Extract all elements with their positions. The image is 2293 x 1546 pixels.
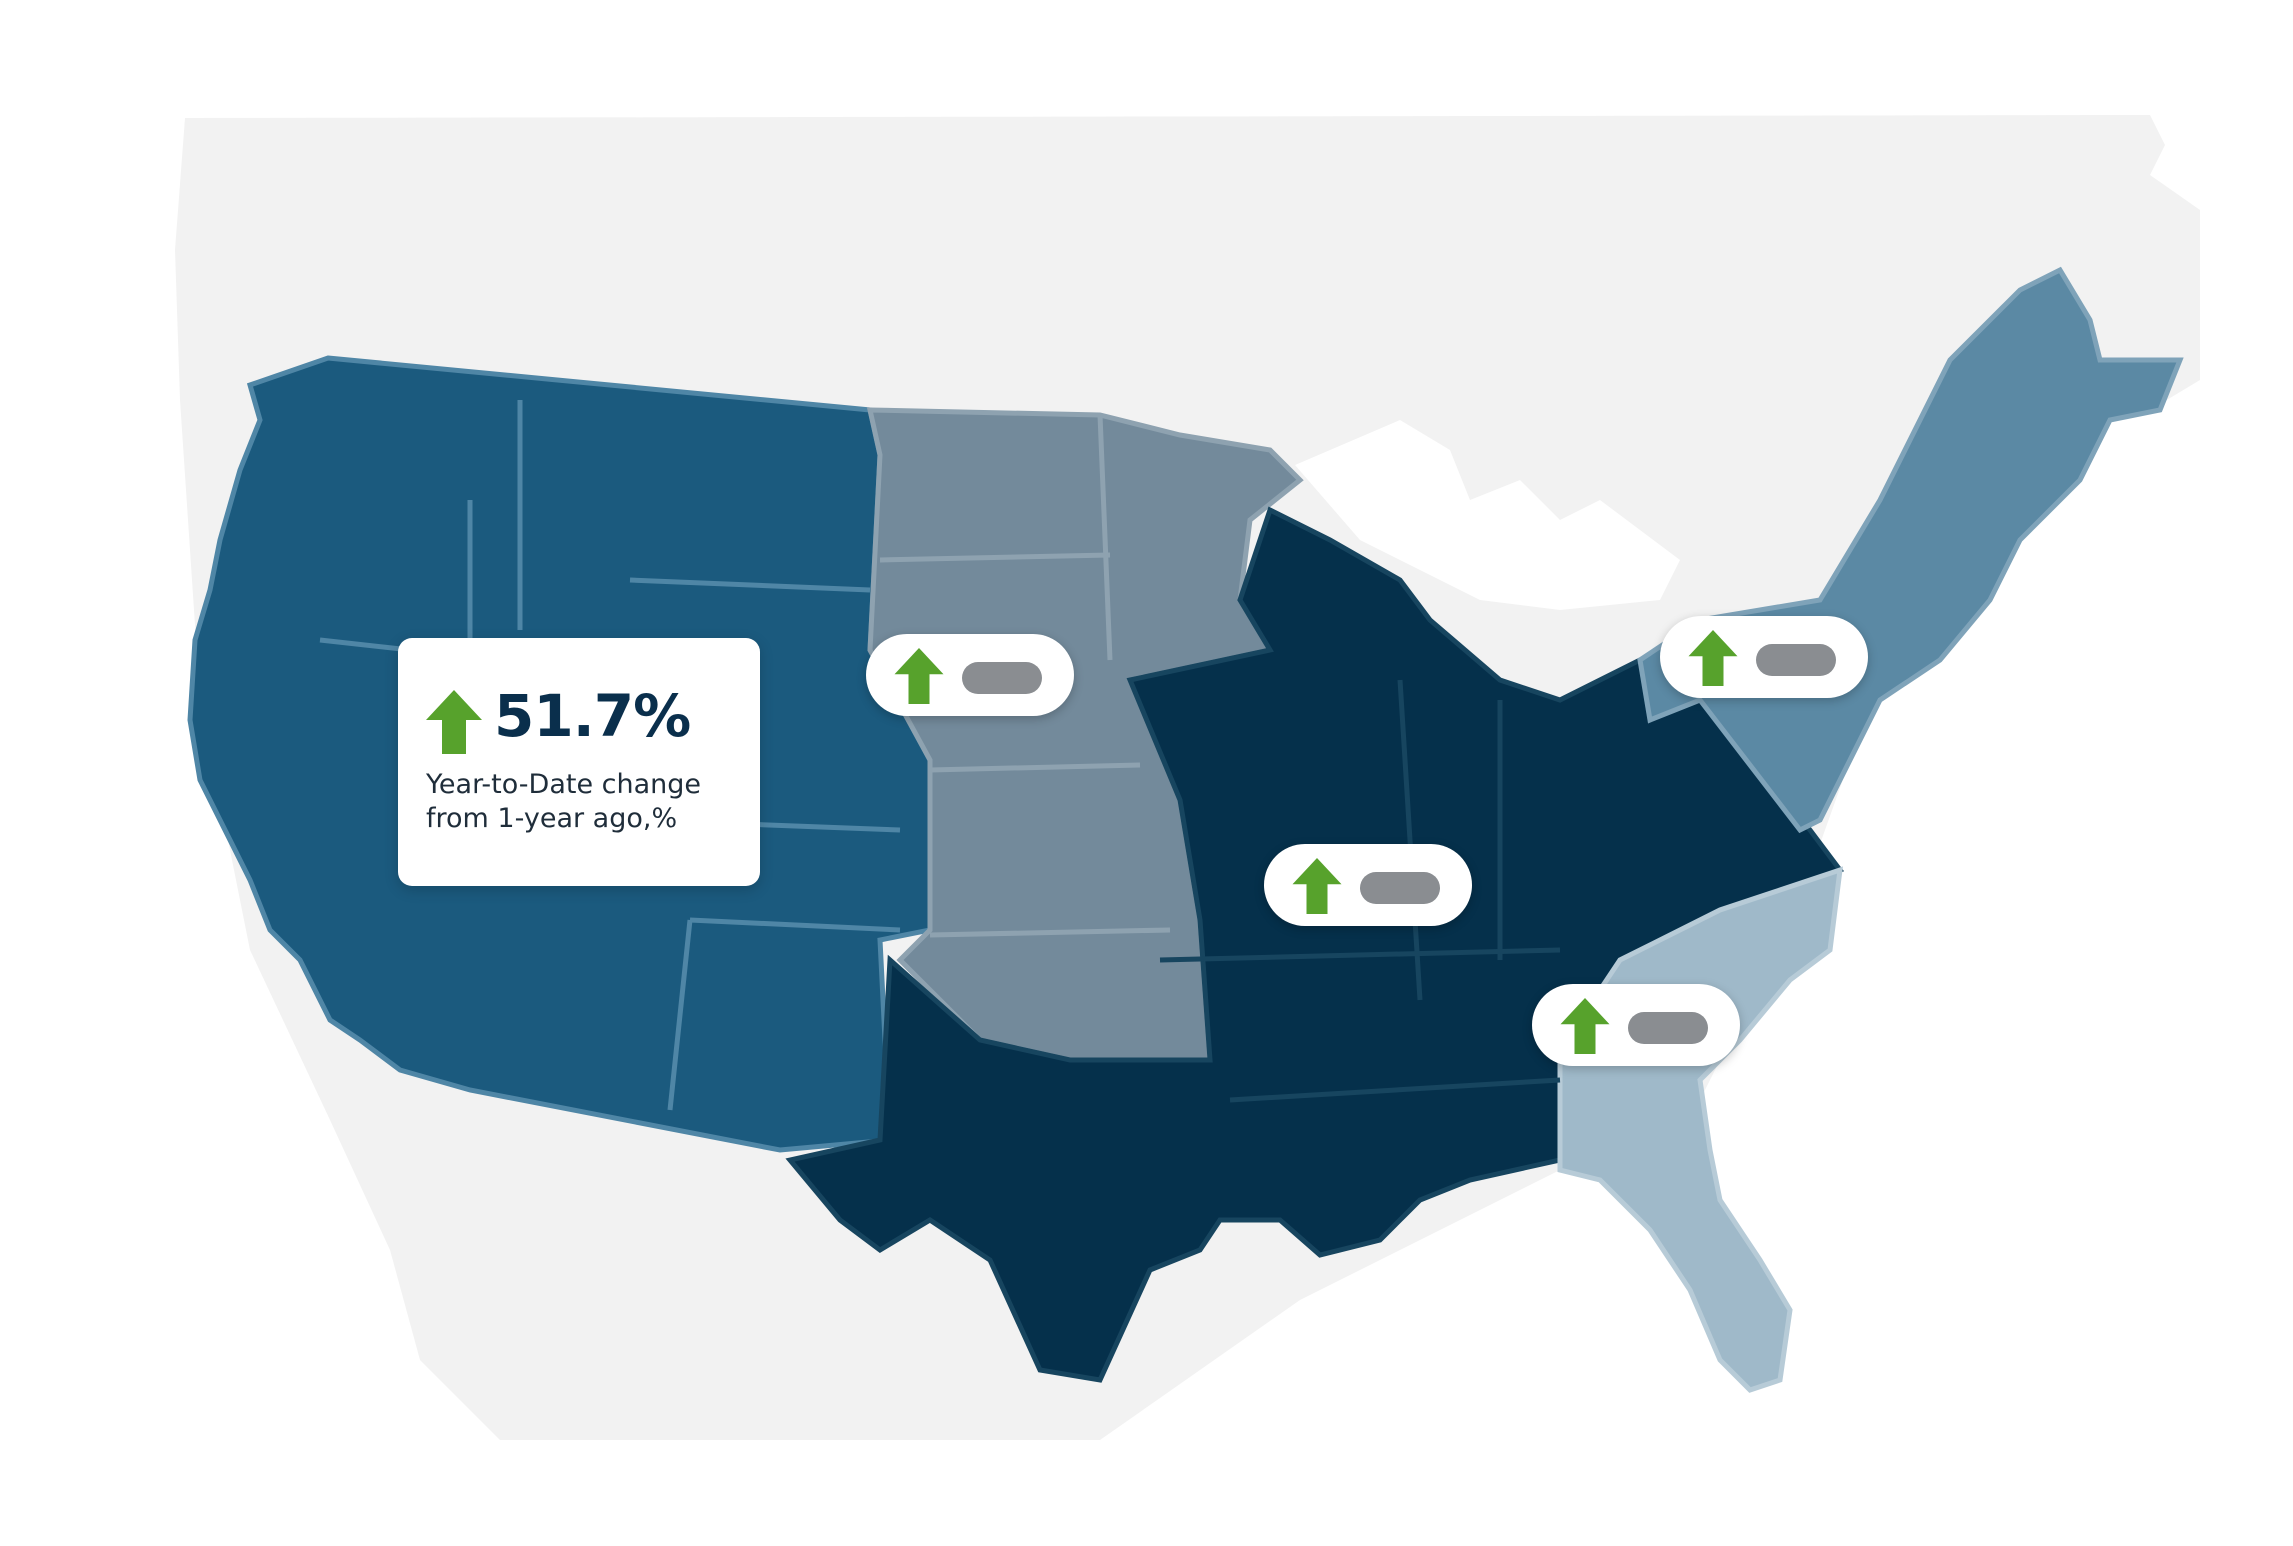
legend-caption: Year-to-Date change from 1-year ago,% [426, 768, 746, 836]
legend-callout: 51.7% Year-to-Date change from 1-year ag… [398, 638, 760, 886]
region-marker-northeast [1660, 616, 1868, 698]
hidden-value-placeholder [1360, 872, 1440, 904]
state-borders-plains [879, 414, 1171, 938]
legend-caption-line1: Year-to-Date change [426, 769, 702, 800]
region-marker-southeast [1532, 984, 1740, 1066]
hidden-value-placeholder [1628, 1012, 1708, 1044]
hidden-value-placeholder [1756, 644, 1836, 676]
legend-value: 51.7% [494, 682, 691, 750]
legend-caption-line2: from 1-year ago,% [426, 803, 678, 834]
region-marker-midwest-north [866, 634, 1074, 716]
region-marker-central-south [1264, 844, 1472, 926]
up-arrow-icon [1292, 858, 1342, 914]
up-arrow-icon [1688, 630, 1738, 686]
up-arrow-icon [426, 690, 482, 754]
great-lakes [1295, 420, 1680, 610]
state-borders-central [1159, 679, 1561, 1103]
up-arrow-icon [1560, 998, 1610, 1054]
hidden-value-placeholder [962, 662, 1042, 694]
up-arrow-icon [894, 648, 944, 704]
